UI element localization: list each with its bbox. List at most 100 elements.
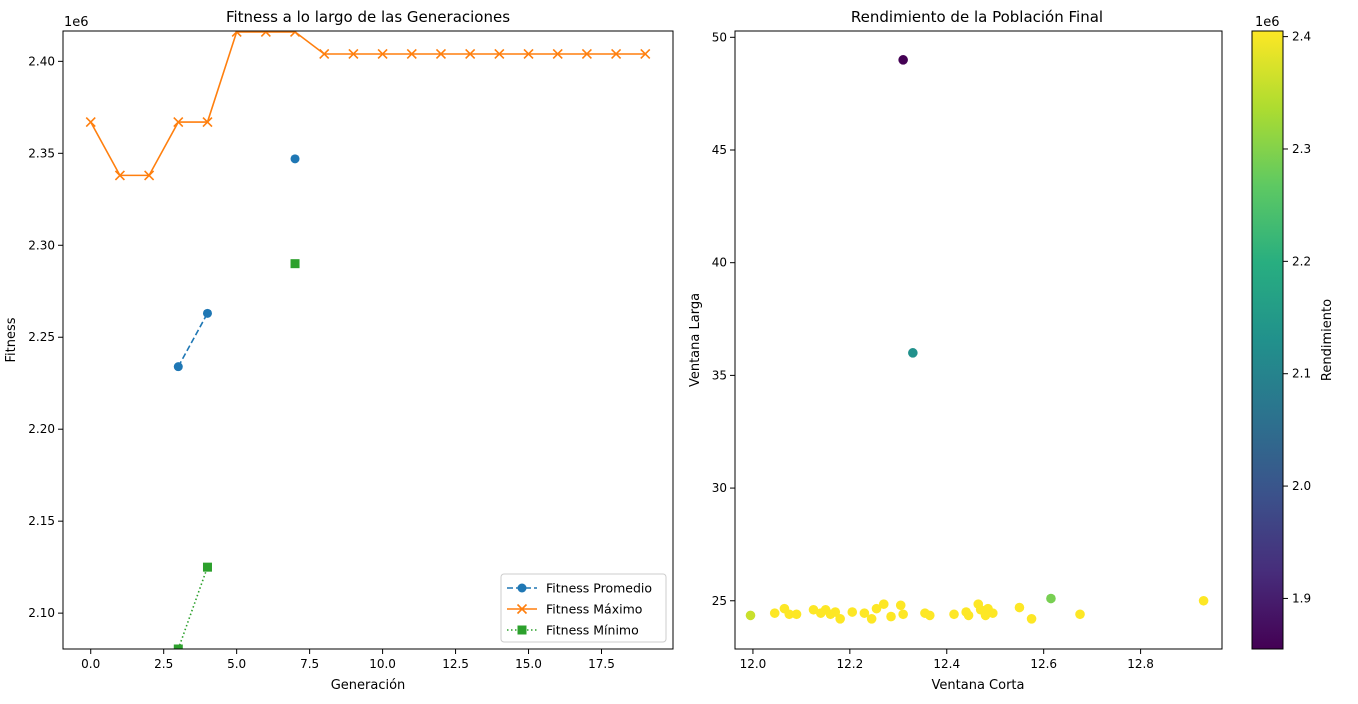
y-axis-offset-label: 1e6: [64, 15, 89, 30]
data-point-fitness-promedio: [290, 154, 300, 164]
scatter-point: [859, 608, 870, 618]
data-point-fitness-maximo: [260, 31, 271, 37]
data-point-fitness-maximo: [348, 48, 359, 60]
colorbar-tick-label: 2.2: [1292, 254, 1311, 268]
x-tick-label: 12.8: [1127, 657, 1154, 671]
x-tick-label: 5.0: [227, 657, 246, 671]
data-point-fitness-maximo: [552, 48, 563, 60]
x-axis-ticks: 0.0 2.5 5.0 7.5 10.0 12.5 15.0 17.5: [81, 649, 615, 671]
scatter-point: [784, 609, 795, 620]
data-point-fitness-minimo: [202, 562, 212, 572]
data-point-fitness-maximo: [85, 116, 96, 128]
x-tick-label: 17.5: [588, 657, 615, 671]
x-axis-ticks: 12.0 12.2 12.4 12.6 12.8: [740, 649, 1154, 671]
scatter-point: [830, 607, 841, 617]
data-point-fitness-maximo: [465, 48, 476, 60]
data-point-fitness-maximo: [523, 48, 534, 60]
data-point-fitness-minimo: [290, 259, 300, 269]
scatter-point: [1046, 593, 1056, 604]
scatter-point: [878, 599, 889, 609]
scatter-point: [745, 610, 756, 621]
y-axis-ticks: 25 30 35 40 45 50: [712, 30, 735, 608]
scatter-point: [895, 600, 906, 611]
legend-label: Fitness Promedio: [546, 581, 652, 596]
plot-frame: [734, 30, 1223, 650]
legend-label: Fitness Máximo: [546, 602, 642, 617]
chart-title: Fitness a lo largo de las Generaciones: [226, 8, 510, 26]
data-point-fitness-maximo: [406, 48, 417, 60]
series-line-fitness-minimo: [177, 566, 209, 649]
y-tick-label: 45: [712, 143, 727, 157]
plot-area: [745, 55, 1209, 624]
legend-marker-fitness-maximo: [516, 603, 528, 615]
scatter-point: [1198, 595, 1209, 606]
colorbar-tick-label: 2.0: [1292, 479, 1311, 493]
series-line-fitness-promedio: [177, 312, 209, 368]
data-point-fitness-maximo: [289, 31, 301, 37]
x-tick-label: 7.5: [300, 657, 319, 671]
y-tick-label: 2.10: [28, 606, 55, 620]
y-tick-label: 2.20: [28, 422, 55, 436]
x-tick-label: 0.0: [81, 657, 100, 671]
chart-title: Rendimiento de la Población Final: [851, 8, 1103, 26]
series-line-fitness-maximo: [90, 31, 646, 177]
colorbar-gradient: [1251, 30, 1284, 650]
y-tick-label: 50: [712, 30, 727, 44]
scatter-point: [949, 609, 959, 620]
population-scatter-chart: Rendimiento de la Población Final 12.0 12…: [688, 8, 1335, 693]
x-tick-label: 12.5: [442, 657, 469, 671]
data-point-fitness-maximo: [377, 48, 388, 60]
legend-marker-fitness-promedio: [517, 583, 527, 593]
scatter-point: [963, 610, 974, 621]
plot-area: [85, 31, 651, 649]
colorbar-tick-label: 2.3: [1292, 142, 1311, 156]
x-tick-label: 10.0: [369, 657, 396, 671]
scatter-point: [871, 603, 882, 614]
colorbar-label: Rendimiento: [1320, 299, 1335, 381]
data-point-fitness-maximo: [114, 170, 125, 181]
x-tick-label: 12.4: [933, 657, 960, 671]
x-tick-label: 12.2: [836, 657, 863, 671]
y-tick-label: 2.35: [28, 146, 55, 160]
scatter-point: [898, 609, 908, 620]
x-tick-label: 12.6: [1030, 657, 1057, 671]
data-point-fitness-promedio: [202, 308, 212, 318]
data-point-fitness-maximo: [231, 31, 242, 37]
colorbar-tick-label: 2.1: [1292, 367, 1311, 381]
scatter-point: [908, 348, 918, 358]
scatter-point: [769, 608, 780, 618]
data-point-fitness-maximo: [144, 170, 155, 181]
x-tick-label: 15.0: [515, 657, 542, 671]
y-tick-label: 2.15: [28, 514, 55, 528]
y-axis-label: Ventana Larga: [688, 293, 703, 387]
data-point-fitness-maximo: [640, 48, 651, 60]
scatter-point: [835, 613, 845, 624]
series-group: [85, 31, 651, 649]
colorbar: 1.9 2.0 2.1 2.2 2.3 2.4 1e6 Rendimiento: [1251, 15, 1335, 650]
scatter-point: [866, 613, 877, 624]
fitness-line-chart: Fitness a lo largo de las Generaciones 1…: [4, 8, 674, 693]
scatter-point: [791, 609, 802, 620]
data-point-fitness-maximo: [611, 48, 622, 60]
scatter-point: [925, 610, 935, 621]
data-point-fitness-maximo: [581, 48, 592, 60]
y-tick-label: 30: [712, 481, 727, 495]
data-point-fitness-maximo: [435, 48, 447, 60]
scatter-point: [1026, 613, 1037, 624]
y-axis-label: Fitness: [4, 317, 19, 362]
colorbar-ticks: 1.9 2.0 2.1 2.2 2.3 2.4: [1283, 30, 1311, 605]
colorbar-tick-label: 1.9: [1292, 591, 1311, 605]
data-point-fitness-maximo: [319, 48, 330, 60]
scatter-point: [808, 604, 819, 615]
y-tick-label: 2.30: [28, 238, 55, 252]
y-tick-label: 35: [712, 368, 727, 382]
colorbar-tick-label: 2.4: [1292, 30, 1311, 44]
y-tick-label: 25: [712, 594, 727, 608]
y-tick-label: 2.40: [28, 54, 55, 68]
x-axis-label: Ventana Corta: [932, 678, 1025, 693]
y-axis-ticks: 2.10 2.15 2.20 2.25 2.30 2.35 2.40: [28, 54, 63, 620]
x-axis-label: Generación: [331, 678, 406, 693]
data-point-fitness-maximo: [173, 116, 184, 128]
x-tick-label: 2.5: [154, 657, 173, 671]
